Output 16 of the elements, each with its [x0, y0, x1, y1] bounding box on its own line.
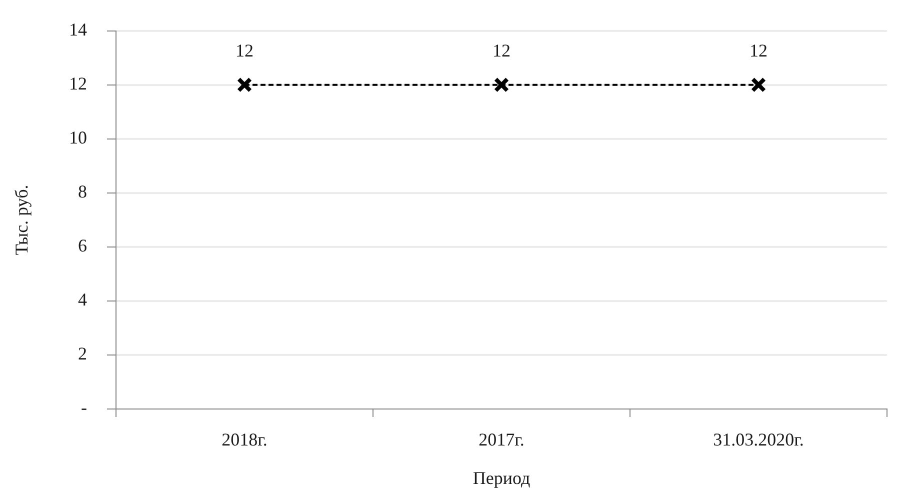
y-axis-title: Тыс. руб. — [12, 184, 32, 256]
data-label: 12 — [750, 40, 768, 61]
data-label: 12 — [236, 40, 254, 61]
x-axis-title: Период — [472, 468, 530, 488]
y-tick-label: - — [81, 398, 87, 418]
x-tick-label: 2017г. — [478, 430, 524, 450]
y-tick-label: 8 — [78, 182, 87, 202]
y-tick-label: 6 — [78, 236, 87, 256]
y-tick-label: 2 — [78, 344, 87, 364]
x-tick-label: 31.03.2020г. — [713, 430, 804, 450]
y-tick-label: 14 — [69, 20, 87, 40]
x-tick-label: 2018г. — [222, 430, 268, 450]
y-tick-label: 12 — [69, 74, 87, 94]
y-tick-label: 4 — [78, 290, 87, 310]
data-label: 12 — [492, 40, 510, 61]
y-tick-label: 10 — [69, 128, 87, 148]
